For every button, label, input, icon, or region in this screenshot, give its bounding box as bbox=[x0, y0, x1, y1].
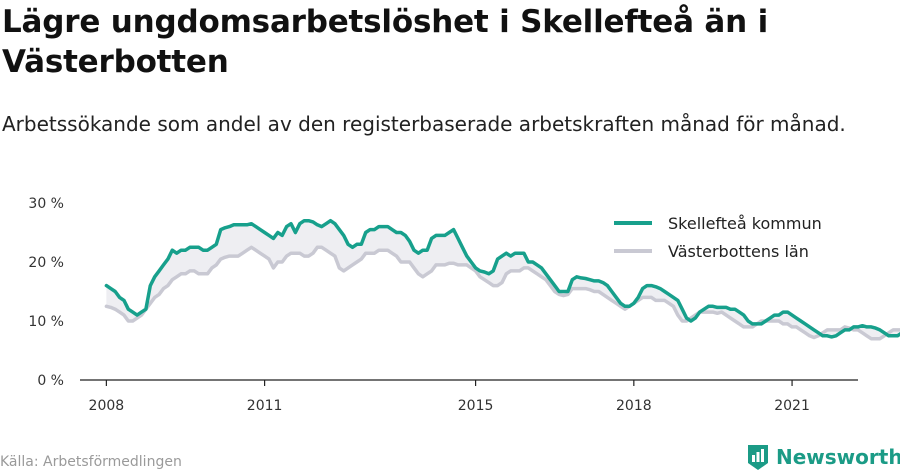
legend: Skellefteå kommun Västerbottens län bbox=[606, 206, 850, 264]
newsworthy-logo-icon bbox=[748, 445, 768, 470]
y-tick-label: 30 % bbox=[28, 196, 64, 212]
x-tick-label: 2008 bbox=[89, 398, 125, 414]
y-tick-label: 10 % bbox=[28, 314, 64, 330]
legend-background bbox=[606, 206, 850, 264]
brand-name: Newsworthy bbox=[776, 445, 900, 469]
newsworthy-logo: Newsworthy bbox=[746, 442, 900, 472]
source-note: Källa: Arbetsförmedlingen bbox=[0, 454, 182, 470]
chart-title: Lägre ungdomsarbetslöshet i Skellefteå ä… bbox=[2, 4, 768, 80]
x-tick-label: 2018 bbox=[616, 398, 652, 414]
y-tick-label: 20 % bbox=[28, 255, 64, 271]
series-lines bbox=[104, 218, 900, 341]
y-tick-label: 0 % bbox=[37, 373, 64, 389]
series-line-skelleftea bbox=[104, 218, 900, 339]
chart-subtitle: Arbetssökande som andel av den registerb… bbox=[2, 112, 846, 136]
x-tick-label: 2011 bbox=[247, 398, 283, 414]
y-axis: 0 % 10 % 20 % 30 % bbox=[28, 196, 64, 389]
legend-label: Västerbottens län bbox=[668, 242, 809, 261]
x-tick-label: 2021 bbox=[774, 398, 810, 414]
x-tick-label: 2015 bbox=[458, 398, 494, 414]
x-axis: 2008 2011 2015 2018 2021 bbox=[80, 379, 858, 414]
legend-label: Skellefteå kommun bbox=[668, 214, 822, 233]
